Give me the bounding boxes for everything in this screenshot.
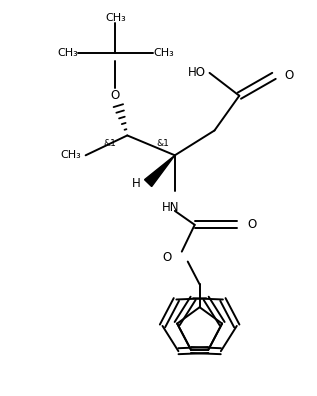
Polygon shape — [145, 155, 175, 187]
Text: CH₃: CH₃ — [60, 150, 81, 160]
Text: O: O — [163, 251, 172, 264]
Text: CH₃: CH₃ — [105, 13, 126, 23]
Text: HN: HN — [162, 201, 180, 214]
Text: CH₃: CH₃ — [153, 48, 174, 58]
Text: O: O — [284, 69, 293, 82]
Text: O: O — [247, 218, 256, 231]
Text: O: O — [111, 89, 120, 102]
Text: &1: &1 — [103, 139, 116, 148]
Text: H: H — [132, 177, 140, 190]
Text: &1: &1 — [157, 139, 169, 148]
Text: HO: HO — [188, 67, 206, 79]
Text: CH₃: CH₃ — [57, 48, 78, 58]
